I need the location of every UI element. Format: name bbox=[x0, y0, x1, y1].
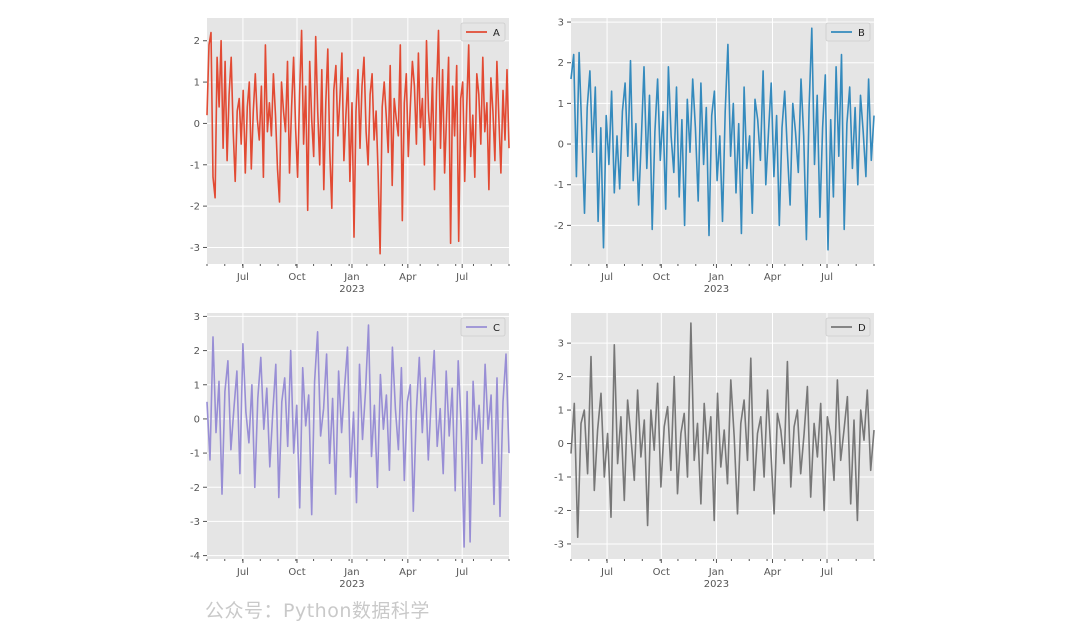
x-tick-label: 2023 bbox=[704, 284, 729, 295]
y-tick-label: 1 bbox=[194, 380, 200, 391]
y-tick-label: -3 bbox=[190, 243, 200, 254]
series-line-d bbox=[570, 322, 875, 539]
y-tick-label: -1 bbox=[190, 449, 200, 460]
y-tick-label: 0 bbox=[558, 439, 564, 450]
y-tick-label: 0 bbox=[194, 119, 200, 130]
x-tick-label: Jul bbox=[600, 567, 613, 578]
x-tick-label: Jul bbox=[820, 272, 833, 283]
y-tick-label: 2 bbox=[558, 372, 564, 383]
y-tick-label: -2 bbox=[190, 202, 200, 213]
x-tick-label: Apr bbox=[764, 272, 782, 283]
y-tick-label: -3 bbox=[190, 517, 200, 528]
x-tick-label: Jan bbox=[708, 567, 724, 578]
legend-label: A bbox=[493, 28, 500, 39]
y-tick-label: -2 bbox=[554, 506, 564, 517]
y-tick-label: 3 bbox=[558, 339, 564, 350]
y-tick-label: -1 bbox=[554, 180, 564, 191]
x-tick-label: Jan bbox=[343, 567, 359, 578]
legend-label: C bbox=[493, 323, 500, 334]
series-line-a bbox=[206, 29, 510, 255]
series-line-b bbox=[570, 27, 875, 251]
x-tick-label: Jul bbox=[820, 567, 833, 578]
x-tick-label: Oct bbox=[653, 272, 670, 283]
x-tick-label: Apr bbox=[399, 272, 417, 283]
x-tick-label: Oct bbox=[288, 272, 305, 283]
watermark-text: 公众号：Python数据科学 bbox=[205, 600, 430, 622]
y-tick-label: 1 bbox=[558, 99, 564, 110]
x-tick-label: Apr bbox=[399, 567, 417, 578]
y-tick-label: 2 bbox=[194, 36, 200, 47]
x-tick-label: Jul bbox=[455, 272, 468, 283]
y-tick-label: 3 bbox=[194, 312, 200, 323]
x-tick-label: Oct bbox=[653, 567, 670, 578]
x-tick-label: Jul bbox=[236, 272, 249, 283]
x-tick-label: 2023 bbox=[339, 284, 364, 295]
x-tick-label: Apr bbox=[764, 567, 782, 578]
series-line-c bbox=[206, 324, 510, 548]
y-tick-label: 2 bbox=[194, 346, 200, 357]
x-tick-label: Jul bbox=[455, 567, 468, 578]
y-tick-label: 1 bbox=[558, 406, 564, 417]
y-tick-label: 1 bbox=[194, 78, 200, 89]
x-tick-label: Jan bbox=[343, 272, 359, 283]
y-tick-label: -1 bbox=[190, 160, 200, 171]
legend-label: D bbox=[858, 323, 866, 334]
y-tick-label: 3 bbox=[558, 18, 564, 29]
x-tick-label: Jul bbox=[236, 567, 249, 578]
x-tick-label: Jul bbox=[600, 272, 613, 283]
y-tick-label: -1 bbox=[554, 473, 564, 484]
y-tick-label: 0 bbox=[194, 414, 200, 425]
x-tick-label: 2023 bbox=[339, 579, 364, 590]
y-tick-label: -4 bbox=[190, 551, 200, 562]
y-tick-label: 2 bbox=[558, 58, 564, 69]
y-tick-label: -2 bbox=[554, 221, 564, 232]
x-tick-label: Oct bbox=[288, 567, 305, 578]
y-tick-label: -2 bbox=[190, 483, 200, 494]
legend-label: B bbox=[858, 28, 865, 39]
y-tick-label: -3 bbox=[554, 539, 564, 550]
y-tick-label: 0 bbox=[558, 140, 564, 151]
x-tick-label: 2023 bbox=[704, 579, 729, 590]
x-tick-label: Jan bbox=[708, 272, 724, 283]
